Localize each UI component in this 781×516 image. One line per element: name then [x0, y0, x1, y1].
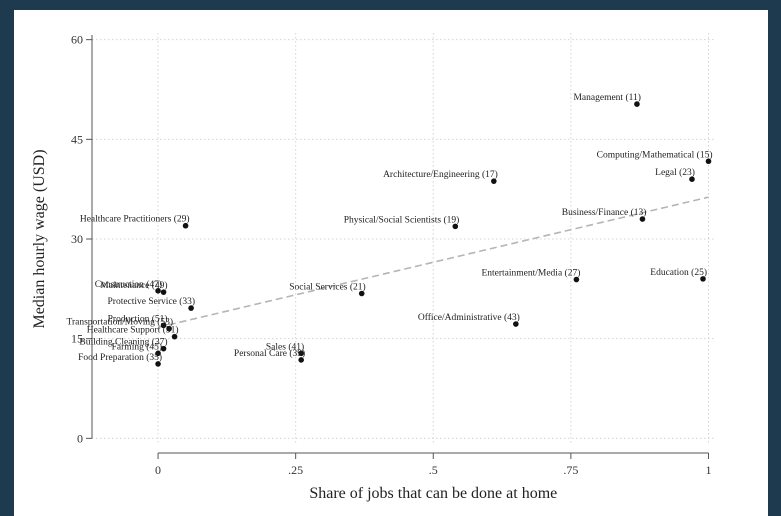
y-tick-label: 15	[71, 332, 83, 346]
point-label: Business/Finance (13)	[562, 207, 647, 218]
x-tick-label: .25	[288, 463, 303, 477]
point-label: Food Preparation (35)	[78, 352, 162, 363]
point-label: Healthcare Practitioners (29)	[80, 214, 190, 225]
data-point	[634, 101, 640, 107]
data-point	[491, 178, 497, 184]
data-point	[513, 321, 519, 327]
data-point	[298, 350, 304, 357]
point-label: Legal (23)	[655, 167, 695, 178]
data-point	[705, 158, 712, 165]
point-label: Healthcare Support (31)	[87, 325, 179, 336]
point-label: Production (51)	[108, 313, 168, 324]
data-points: Management (11) Computing/Mathematical (1…	[67, 92, 713, 367]
axes: 0 15 30 45 60 0 .25 .5 .75 1	[71, 33, 711, 477]
y-tick-label: 60	[71, 33, 83, 47]
data-point	[700, 276, 706, 282]
data-point	[188, 305, 194, 311]
point-label: Entertainment/Media (27)	[481, 268, 580, 279]
data-point	[573, 276, 580, 283]
point-label: Architecture/Engineering (17)	[383, 169, 498, 180]
data-point	[155, 288, 161, 294]
data-point	[171, 333, 178, 340]
point-label: Management (11)	[573, 92, 640, 103]
data-point	[160, 289, 167, 295]
point-label: Computing/Mathematical (15)	[597, 149, 713, 160]
data-point	[298, 357, 304, 363]
y-axis-title: Median hourly wage (USD)	[31, 149, 48, 328]
x-tick-label: 1	[705, 463, 711, 477]
point-label: Education (25)	[650, 267, 707, 278]
y-tick-label: 30	[71, 232, 83, 246]
fit-line	[157, 196, 709, 329]
data-point	[689, 176, 695, 182]
scatter-chart: 0 15 30 45 60 0 .25 .5 .75 1 Management (11) Compu…	[31, 33, 714, 502]
data-point	[160, 345, 167, 352]
point-label: Construction (47)	[95, 279, 162, 290]
data-point	[182, 222, 189, 229]
point-label: Protective Service (33)	[108, 296, 196, 307]
x-axis-title: Share of jobs that can be done at home	[309, 485, 557, 502]
data-point	[639, 216, 646, 222]
point-label: Building Cleaning (37)	[79, 337, 167, 348]
y-tick-label: 45	[71, 132, 83, 146]
point-label: Maintenance (49)	[100, 280, 167, 291]
point-label: Personal Care (39)	[234, 348, 305, 359]
data-point	[155, 350, 161, 357]
data-point	[452, 223, 459, 230]
point-label: Social Services (21)	[289, 281, 366, 292]
point-label: Physical/Social Scientists (19)	[344, 214, 460, 225]
y-tick-label: 0	[77, 431, 83, 445]
grid	[92, 33, 714, 445]
x-tick-label: 0	[155, 463, 161, 477]
point-label: Transportation/Moving (53)	[67, 317, 174, 328]
point-label: Office/Administrative (43)	[418, 312, 520, 323]
data-point	[358, 290, 365, 297]
data-point	[160, 322, 167, 329]
data-point	[155, 361, 161, 367]
data-point	[166, 325, 172, 332]
chart-frame: 0 15 30 45 60 0 .25 .5 .75 1 Management (11) Compu…	[14, 10, 768, 516]
x-tick-label: .5	[429, 463, 438, 477]
point-label: Farming (45)	[112, 341, 162, 352]
x-tick-label: .75	[563, 463, 578, 477]
point-label: Sales (41)	[266, 341, 304, 352]
